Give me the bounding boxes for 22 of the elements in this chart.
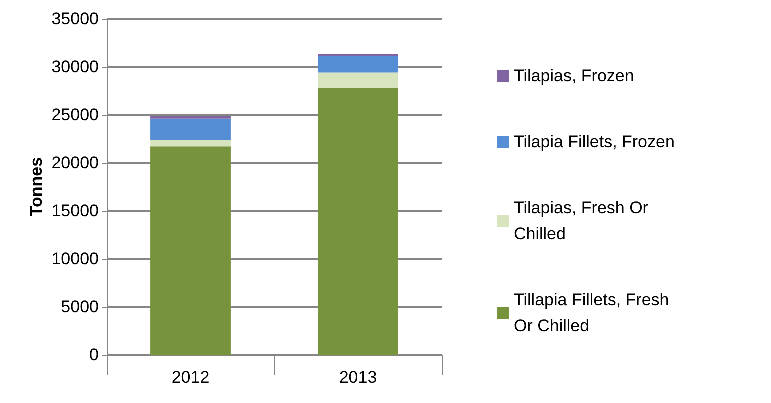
y-tick-label: 35000 bbox=[52, 10, 99, 28]
y-tick-label: 20000 bbox=[52, 154, 99, 172]
x-tick-label: 2013 bbox=[339, 368, 378, 387]
bar bbox=[150, 118, 231, 140]
y-tick-label: 10000 bbox=[52, 250, 99, 268]
bar bbox=[318, 72, 398, 88]
bar bbox=[318, 88, 398, 355]
bar bbox=[318, 56, 398, 73]
legend-label: Tilapias, Fresh Or Chilled bbox=[514, 198, 649, 244]
y-tick-label: 5000 bbox=[61, 298, 99, 316]
bar bbox=[150, 146, 231, 355]
legend-label: Tilapia Fillets, Frozen bbox=[514, 132, 675, 152]
bar bbox=[150, 116, 231, 119]
legend-label: Tilapias, Frozen bbox=[514, 66, 634, 86]
bar bbox=[150, 140, 231, 147]
y-tick-label: 25000 bbox=[52, 106, 99, 124]
y-tick-label: 30000 bbox=[52, 58, 99, 76]
y-tick-label: 15000 bbox=[52, 202, 99, 220]
legend-label: Tillapia Fillets, Fresh Or Chilled bbox=[514, 290, 670, 336]
y-tick-label: 0 bbox=[90, 346, 99, 364]
y-axis-title: Tonnes bbox=[27, 157, 46, 217]
x-tick-label: 2012 bbox=[172, 368, 210, 387]
